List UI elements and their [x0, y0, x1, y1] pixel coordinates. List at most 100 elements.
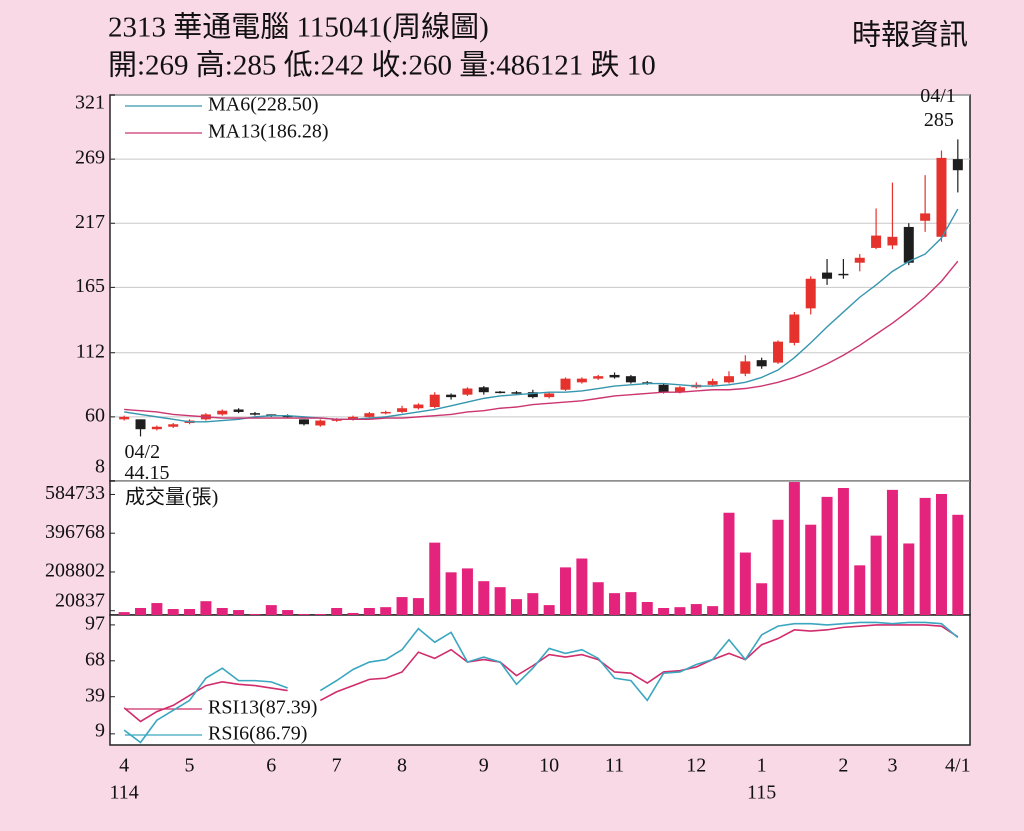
volume-bar — [314, 613, 326, 615]
candle-body — [805, 278, 816, 309]
volume-bar — [167, 609, 179, 615]
volume-bar — [461, 568, 473, 615]
x-year-label: 114 — [110, 782, 139, 804]
line — [124, 260, 959, 421]
candle-body — [920, 213, 931, 221]
candle-body — [119, 416, 130, 420]
volume-bar — [510, 599, 522, 615]
y-tick-label: 584733 — [45, 482, 105, 504]
candle-body — [462, 388, 473, 395]
volume-bar — [429, 542, 441, 615]
candle-body — [478, 387, 489, 393]
candle-body — [495, 391, 506, 394]
volume-bar — [298, 613, 310, 615]
volume-bar — [151, 603, 163, 615]
candle-body — [936, 157, 947, 237]
source: 時報資訊 — [852, 19, 968, 52]
candle-body — [773, 341, 784, 363]
x-tick-label: 11 — [605, 755, 624, 777]
y-tick-label: 60 — [85, 404, 105, 426]
candle-body — [413, 404, 424, 409]
y-tick-label: 97 — [85, 612, 105, 634]
volume-bar — [609, 593, 621, 615]
volume-bar — [396, 597, 408, 615]
volume-bar — [494, 587, 506, 615]
x-tick-label: 5 — [185, 755, 195, 777]
candle-body — [168, 424, 179, 427]
volume-bar — [690, 604, 702, 615]
candle-body — [511, 392, 522, 394]
volume-bar — [184, 609, 196, 615]
x-tick-label: 8 — [397, 755, 407, 777]
volume-bar — [380, 607, 392, 615]
y-tick-label: 39 — [85, 684, 105, 706]
volume-bar — [233, 610, 245, 615]
volume-bar — [641, 602, 653, 615]
legend-label: MA6(228.50) — [208, 94, 319, 116]
candle-body — [903, 226, 914, 263]
volume-bar — [870, 535, 882, 615]
volume-bar — [625, 592, 637, 615]
x-year-label: 115 — [747, 782, 776, 804]
line — [124, 208, 959, 423]
volume-bar — [216, 607, 228, 615]
x-tick-label: 4/1 — [945, 755, 971, 777]
volume-bar — [135, 607, 147, 615]
legend-label: RSI13(87.39) — [208, 697, 317, 719]
volume-bar — [952, 514, 964, 615]
candle-body — [871, 235, 882, 248]
volume-bar — [788, 482, 800, 615]
y-tick-label: 165 — [75, 275, 105, 297]
candle-body — [723, 376, 734, 383]
y-tick-label: 396768 — [45, 521, 105, 543]
volume-bar — [756, 583, 768, 615]
y-tick-label: 208802 — [45, 560, 105, 582]
y-tick-label: 8 — [95, 456, 105, 478]
line — [319, 621, 959, 702]
candle-body — [822, 272, 833, 279]
candle-body — [315, 420, 326, 426]
candle-body — [576, 378, 587, 383]
price-panel — [109, 94, 971, 482]
volume-bar — [723, 512, 735, 615]
volume-bar — [837, 488, 849, 615]
volume-bar — [527, 593, 539, 615]
volume-bar — [919, 497, 931, 615]
candle-body — [527, 392, 538, 398]
candle-body — [151, 426, 162, 430]
candle-body — [217, 410, 228, 415]
volume-bar — [674, 607, 686, 615]
volume-bar — [772, 519, 784, 615]
candle-body — [625, 376, 636, 383]
candle-body — [233, 409, 244, 412]
candle-body — [446, 394, 457, 398]
volume-bar — [478, 581, 490, 615]
volume-bar — [347, 612, 359, 615]
candle-body — [298, 419, 309, 425]
volume-bar — [903, 543, 915, 615]
x-tick-label: 10 — [539, 755, 559, 777]
line — [319, 624, 959, 702]
candle-body — [282, 415, 293, 418]
chart-title: 2313 華通電腦 115041(周線圖) — [108, 11, 489, 44]
volume-bar — [363, 607, 375, 615]
volume-bar — [854, 565, 866, 615]
volume-bar — [592, 582, 604, 615]
candle-body — [544, 393, 555, 398]
candle-body — [135, 419, 146, 430]
y-tick-label: 217 — [75, 211, 105, 233]
candle-body — [952, 159, 963, 171]
candle-body — [756, 360, 767, 367]
x-tick-label: 9 — [479, 755, 489, 777]
volume-bar — [282, 610, 294, 615]
candle-body — [560, 378, 571, 390]
candle-body — [380, 411, 391, 414]
volume-bar — [821, 496, 833, 615]
volume-bar — [445, 572, 457, 615]
y-tick-label: 321 — [75, 92, 105, 114]
candle-body — [854, 257, 865, 263]
volume-bar — [707, 606, 719, 615]
x-tick-label: 12 — [686, 755, 706, 777]
x-tick-label: 7 — [332, 755, 342, 777]
